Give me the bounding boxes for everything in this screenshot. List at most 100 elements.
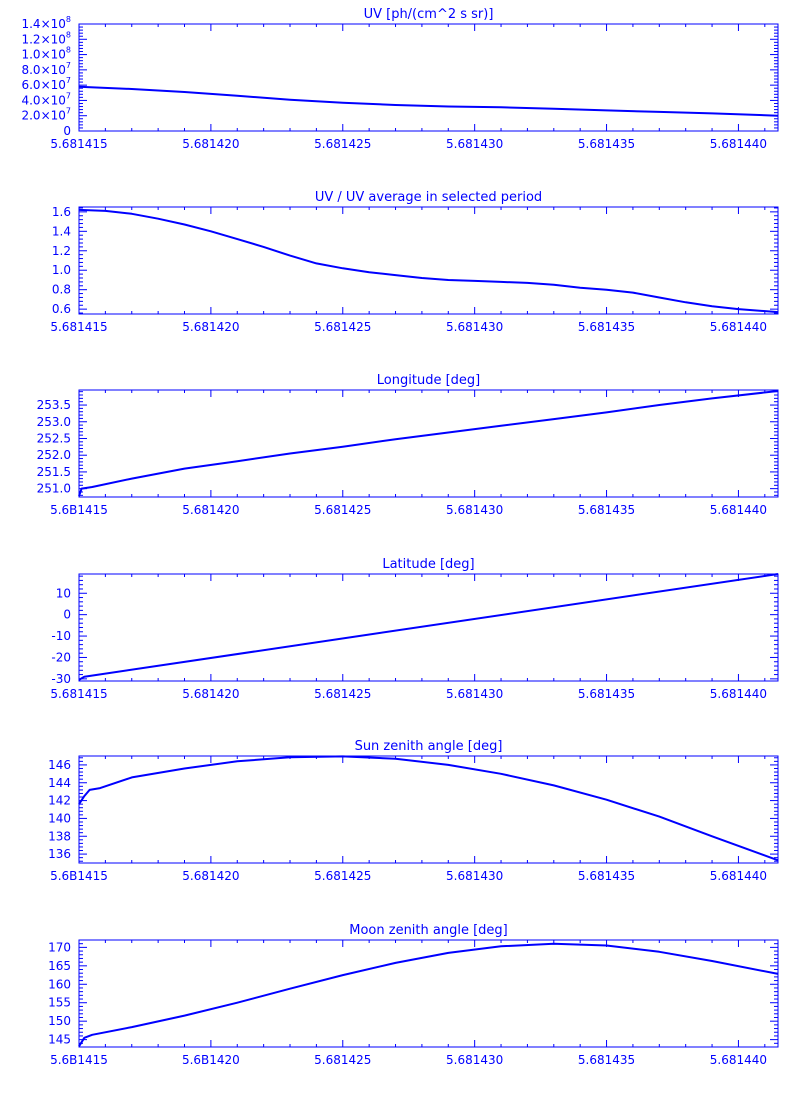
x-tick-label: 5.681420 (182, 869, 239, 883)
y-tick-label: -30 (51, 672, 71, 686)
y-tick-mantissa: 146 (48, 758, 71, 772)
y-tick-label: 1.2×108 (21, 30, 71, 46)
x-tick-label: 5.681430 (446, 1053, 503, 1067)
y-tick-label: 253.5 (37, 398, 71, 412)
x-tick-label: 5.681430 (446, 320, 503, 334)
y-tick-label: 252.5 (37, 431, 71, 445)
x-tick-label: 5.681435 (578, 1053, 635, 1067)
y-tick-exponent: 8 (66, 15, 71, 24)
y-tick-exponent: 7 (66, 107, 71, 116)
y-tick-mantissa: -30 (51, 672, 71, 686)
y-tick-label: 1.4×108 (21, 15, 71, 31)
y-tick-label: 136 (48, 847, 71, 861)
series-line (78, 390, 779, 497)
x-tick-label: 5.681435 (578, 320, 635, 334)
y-tick-label: 8.0×107 (21, 61, 71, 77)
x-tick-label: 5.681440 (710, 137, 767, 151)
y-tick-label: 4.0×107 (21, 91, 71, 107)
x-tick-label: 5.681415 (50, 687, 107, 701)
y-tick-mantissa: 1.6 (52, 205, 71, 219)
y-tick-mantissa: -20 (51, 650, 71, 664)
x-tick-label: 5.681435 (578, 869, 635, 883)
y-tick-mantissa: 4.0×10 (21, 93, 65, 107)
y-tick-mantissa: 253.0 (37, 415, 71, 429)
plot-frame (78, 755, 779, 864)
x-tick-label: 5.681430 (446, 869, 503, 883)
y-tick-exponent: 7 (66, 76, 71, 85)
y-tick-mantissa: 145 (48, 1033, 71, 1047)
y-tick-mantissa: 252.0 (37, 448, 71, 462)
y-tick-label: 1.2 (52, 244, 71, 258)
y-tick-label: 2.0×107 (21, 107, 71, 123)
x-tick-label: 5.681435 (578, 137, 635, 151)
y-tick-label: 145 (48, 1033, 71, 1047)
x-tick-label: 5.681415 (50, 137, 107, 151)
y-tick-label: -20 (51, 650, 71, 664)
y-tick-exponent: 7 (66, 91, 71, 100)
x-tick-label: 5.681425 (314, 503, 371, 517)
y-tick-mantissa: 6.0×10 (21, 78, 65, 92)
chart-panel-5: Sun zenith angle [deg] 5.6B1415 5.681420 5.… (48, 739, 779, 883)
y-tick-label: 140 (48, 811, 71, 825)
x-tick-label: 5.681420 (182, 320, 239, 334)
y-tick-label: 146 (48, 758, 71, 772)
y-tick-label: 165 (48, 959, 71, 973)
chart-panel-3: Longitude [deg] 5.6B1415 5.681420 5.681425 5… (37, 373, 779, 517)
y-tick-label: 142 (48, 794, 71, 808)
y-tick-mantissa: 1.2×10 (21, 32, 65, 46)
y-tick-label: 138 (48, 829, 71, 843)
x-tick-label: 5.6B1420 (182, 1053, 240, 1067)
y-tick-label: 10 (56, 586, 71, 600)
y-tick-label: 1.4 (52, 224, 71, 238)
y-tick-mantissa: 2.0×10 (21, 109, 65, 123)
y-tick-label: 144 (48, 776, 71, 790)
y-tick-label: 1.0 (52, 263, 71, 277)
x-tick-label: 5.681425 (314, 320, 371, 334)
x-tick-label: 5.681435 (578, 687, 635, 701)
y-tick-mantissa: 8.0×10 (21, 63, 65, 77)
y-tick-label: 160 (48, 977, 71, 991)
chart-title: Latitude [deg] (382, 557, 474, 572)
y-tick-mantissa: 170 (48, 940, 71, 954)
y-tick-mantissa: 150 (48, 1014, 71, 1028)
y-tick-label: 251.0 (37, 482, 71, 496)
y-tick-label: 253.0 (37, 415, 71, 429)
x-tick-label: 5.6B1415 (50, 503, 108, 517)
y-tick-mantissa: 10 (56, 586, 71, 600)
series-line (78, 208, 779, 314)
y-tick-mantissa: -10 (51, 629, 71, 643)
y-tick-mantissa: 253.5 (37, 398, 71, 412)
y-tick-exponent: 8 (66, 46, 71, 55)
chart-title: Moon zenith angle [deg] (349, 923, 507, 938)
y-tick-mantissa: 142 (48, 794, 71, 808)
plot-frame (78, 206, 779, 315)
y-tick-mantissa: 136 (48, 847, 71, 861)
chart-panel-2: UV / UV average in selected period 5.6814… (50, 190, 779, 334)
x-tick-label: 5.681430 (446, 137, 503, 151)
x-tick-label: 5.681440 (710, 687, 767, 701)
series-line (78, 573, 779, 681)
series-line (78, 755, 779, 862)
y-tick-label: 155 (48, 996, 71, 1010)
y-tick-label: 251.5 (37, 465, 71, 479)
y-tick-label: 0.6 (52, 302, 71, 316)
y-tick-mantissa: 155 (48, 996, 71, 1010)
chart-panel-6: Moon zenith angle [deg] 5.6B1415 5.6B1420 5… (48, 923, 779, 1067)
chart-panel-1: UV [ph/(cm^2 s sr)] 5.681415 5.681420 5.681… (21, 7, 779, 151)
y-tick-label: 0 (63, 124, 71, 138)
plot-frame (78, 939, 779, 1048)
y-tick-label: 252.0 (37, 448, 71, 462)
y-tick-exponent: 8 (66, 30, 71, 39)
y-tick-label: 1.0×108 (21, 46, 71, 62)
plot-frame (78, 23, 779, 132)
chart-title: UV [ph/(cm^2 s sr)] (364, 7, 494, 22)
series-line (78, 85, 779, 117)
x-tick-label: 5.681425 (314, 1053, 371, 1067)
y-tick-mantissa: 1.4×10 (21, 17, 65, 31)
y-tick-mantissa: 251.0 (37, 482, 71, 496)
y-tick-label: 0 (63, 608, 71, 622)
y-tick-label: 1.6 (52, 205, 71, 219)
y-tick-mantissa: 138 (48, 829, 71, 843)
y-tick-mantissa: 160 (48, 977, 71, 991)
y-tick-label: 0.8 (52, 283, 71, 297)
